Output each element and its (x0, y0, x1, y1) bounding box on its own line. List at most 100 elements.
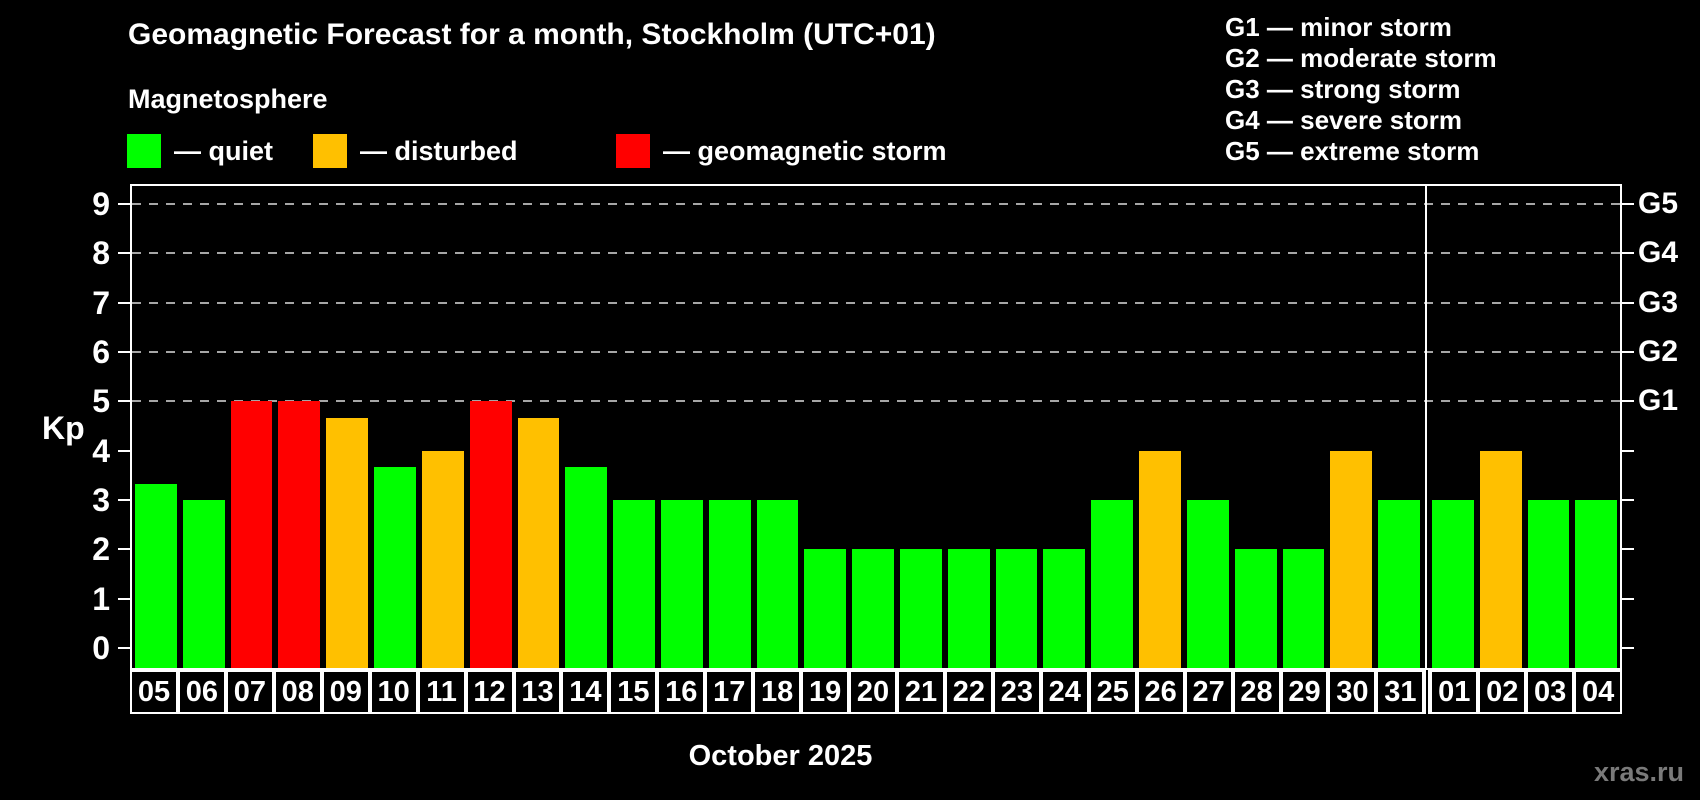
kp-bar-day-16 (660, 500, 703, 668)
y-tick-label-2: 2 (92, 531, 110, 568)
legend-item-quiet: — quiet (127, 134, 273, 168)
kp-bar-day-04 (1575, 500, 1618, 668)
bar-slot-08 (275, 186, 323, 668)
chart-title: Geomagnetic Forecast for a month, Stockh… (128, 18, 936, 51)
day-axis: 05 06 07 08 09 10 11 12 13 14 15 16 17 18 19 20 21 22 23 24… (130, 670, 1623, 714)
day-cell-29: 29 (1280, 670, 1329, 714)
axis-tick-l-9 (118, 202, 130, 205)
plot-area: 0 1 2 3 4 5 6 7 8 9 G1 G2 G3 G4 G5 (92, 184, 1678, 670)
axis-tick-r-7 (1622, 301, 1634, 304)
day-cell-20: 20 (849, 670, 897, 714)
legend-item-storm: — geomagnetic storm (616, 134, 947, 168)
kp-bar-day-14 (565, 467, 608, 668)
day-cell-22: 22 (944, 670, 993, 714)
gridline-kp-9 (132, 202, 1620, 205)
bar-slot-18 (754, 186, 802, 668)
kp-bar-day-31 (1378, 500, 1420, 668)
day-cell-02: 02 (1478, 670, 1527, 714)
legend-item-disturbed: — disturbed (313, 134, 518, 168)
bar-slot-10 (371, 186, 419, 668)
storm-color-swatch (616, 134, 650, 168)
axis-tick-r-2 (1622, 548, 1634, 551)
kp-bar-day-12 (469, 401, 512, 668)
kp-bar-day-06 (182, 500, 225, 668)
y-tick-label-6: 6 (92, 333, 110, 370)
axis-tick-r-9 (1622, 202, 1634, 205)
day-cell-05: 05 (130, 670, 178, 714)
g-scale-label-g3: G3 (1638, 285, 1679, 319)
bar-slot-27 (1184, 186, 1232, 668)
axis-tick-r-3 (1622, 499, 1634, 502)
x-axis-title: October 2025 (688, 740, 873, 772)
g-legend-line-g5: G5 — extreme storm (1225, 136, 1480, 166)
kp-bar-day-11 (421, 450, 464, 668)
bar-slot-05 (132, 186, 180, 668)
bar-slot-28 (1232, 186, 1280, 668)
kp-bar-day-28 (1234, 549, 1277, 668)
day-cell-15: 15 (609, 670, 658, 714)
bar-slot-12 (467, 186, 515, 668)
day-cell-01: 01 (1430, 670, 1479, 714)
kp-bar-day-25 (1091, 500, 1134, 668)
kp-bar-day-07 (230, 401, 273, 668)
bar-slot-17 (706, 186, 754, 668)
kp-bar-day-15 (613, 500, 655, 668)
day-cell-04: 04 (1574, 670, 1623, 714)
axis-tick-l-7 (118, 301, 130, 304)
axis-tick-l-1 (118, 597, 130, 600)
kp-bar-day-03 (1527, 500, 1570, 668)
disturbed-color-swatch (313, 134, 347, 168)
day-cell-18: 18 (753, 670, 802, 714)
kp-bar-day-10 (374, 467, 416, 668)
day-cell-28: 28 (1232, 670, 1281, 714)
bar-slot-19 (801, 186, 849, 668)
bars-row (132, 186, 1620, 668)
day-cell-16: 16 (657, 670, 706, 714)
day-cell-31: 31 (1376, 670, 1425, 714)
g-scale-legend: G1 — minor storm G2 — moderate storm G3 … (1225, 12, 1497, 167)
bar-slot-20 (849, 186, 897, 668)
kp-bar-day-01 (1431, 500, 1474, 668)
axis-tick-r-6 (1622, 350, 1634, 353)
kp-bar-day-29 (1282, 549, 1325, 668)
bar-slot-26 (1136, 186, 1184, 668)
kp-bar-day-20 (852, 549, 894, 668)
day-cell-24: 24 (1040, 670, 1089, 714)
bar-slot-22 (945, 186, 993, 668)
g-legend-line-g3: G3 — strong storm (1225, 74, 1461, 104)
kp-bar-day-22 (947, 549, 990, 668)
legend-label-storm: — geomagnetic storm (663, 135, 947, 166)
kp-bar-day-24 (1043, 549, 1086, 668)
kp-bar-day-18 (756, 500, 799, 668)
axis-tick-r-0 (1622, 647, 1634, 650)
g-legend-line-g2: G2 — moderate storm (1225, 43, 1497, 73)
axis-tick-r-1 (1622, 597, 1634, 600)
g-legend-line-g1: G1 — minor storm (1225, 12, 1452, 42)
gridline-kp-5 (132, 400, 1620, 403)
day-cell-17: 17 (705, 670, 754, 714)
kp-bar-day-21 (900, 549, 942, 668)
bar-slot-29 (1280, 186, 1328, 668)
kp-bar-day-08 (278, 401, 321, 668)
bar-slot-09 (323, 186, 371, 668)
day-cell-06: 06 (177, 670, 226, 714)
y-tick-label-8: 8 (92, 235, 110, 272)
axis-tick-l-8 (118, 252, 130, 255)
watermark: xras.ru (1593, 757, 1684, 787)
g-legend-line-g4: G4 — severe storm (1225, 105, 1463, 135)
bar-slot-16 (658, 186, 706, 668)
axis-tick-r-8 (1622, 252, 1634, 255)
axis-tick-r-4 (1622, 449, 1634, 452)
month-separator-days (1424, 670, 1431, 714)
legend-label-quiet: — quiet (174, 135, 273, 166)
day-cell-19: 19 (801, 670, 850, 714)
day-cell-12: 12 (465, 670, 514, 714)
bar-slot-01 (1429, 186, 1477, 668)
day-cell-03: 03 (1526, 670, 1575, 714)
day-cell-21: 21 (897, 670, 945, 714)
bar-slot-31 (1375, 186, 1423, 668)
day-cell-25: 25 (1088, 670, 1137, 714)
day-cell-27: 27 (1184, 670, 1233, 714)
y-tick-label-1: 1 (92, 580, 110, 617)
